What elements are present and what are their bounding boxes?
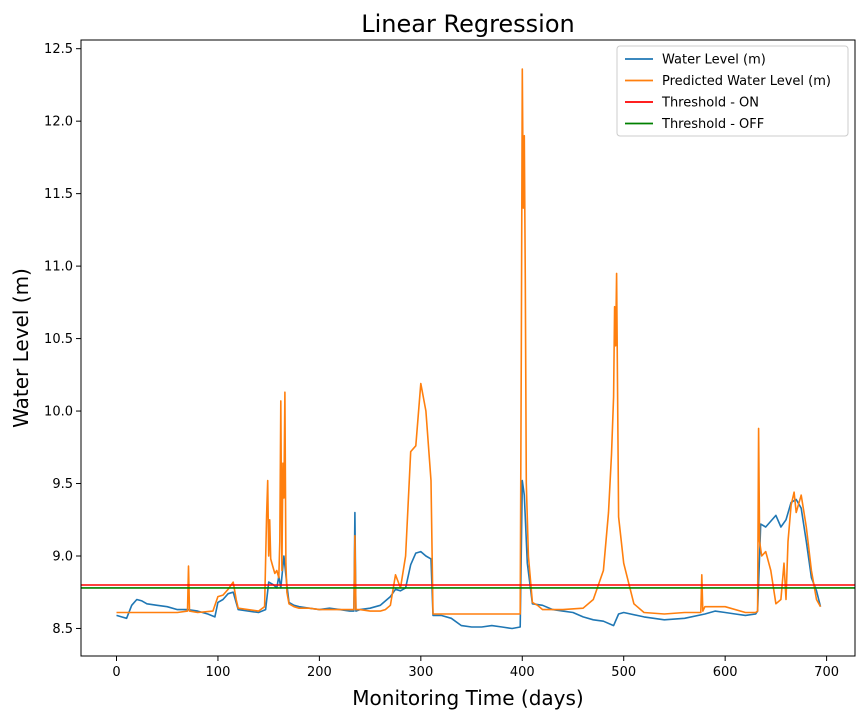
x-tick-label: 0 xyxy=(112,665,120,680)
y-axis-label: Water Level (m) xyxy=(9,268,33,428)
legend-label: Predicted Water Level (m) xyxy=(662,74,831,89)
y-tick-label: 9.5 xyxy=(52,477,73,492)
y-tick-label: 11.5 xyxy=(44,187,73,202)
x-tick-label: 100 xyxy=(206,665,231,680)
series-line-predicted-water-level-m xyxy=(116,68,822,615)
legend-label: Water Level (m) xyxy=(662,53,766,68)
legend-label: Threshold - ON xyxy=(661,96,759,111)
x-tick-label: 500 xyxy=(611,665,636,680)
series-line-water-level-m xyxy=(116,479,822,630)
y-tick-label: 12.5 xyxy=(44,42,73,57)
x-tick-label: 600 xyxy=(713,665,738,680)
x-axis-label: Monitoring Time (days) xyxy=(352,686,583,710)
plot-frame xyxy=(80,39,856,657)
y-tick-label: 12.0 xyxy=(44,115,73,130)
series-layer xyxy=(81,68,855,630)
legend-label: Threshold - OFF xyxy=(661,117,764,132)
x-tick-label: 200 xyxy=(307,665,332,680)
x-tick-label: 300 xyxy=(408,665,433,680)
x-tick-label: 700 xyxy=(814,665,839,680)
y-tick-label: 8.5 xyxy=(52,622,73,637)
y-tick-label: 9.0 xyxy=(52,549,73,564)
legend-box xyxy=(616,45,849,137)
y-tick-label: 11.0 xyxy=(44,260,73,275)
x-tick-label: 400 xyxy=(510,665,535,680)
legend: Water Level (m) Predicted Water Level (m)… xyxy=(616,45,849,137)
x-axis-ticks: 0 100 200 300 400 500 600 700 xyxy=(112,656,839,680)
y-axis-ticks: 8.5 9.0 9.5 10.0 10.5 11.0 11.5 12.0 12.5 xyxy=(44,42,81,637)
y-tick-label: 10.5 xyxy=(44,332,73,347)
chart-title: Linear Regression xyxy=(361,10,575,38)
y-tick-label: 10.0 xyxy=(44,405,73,420)
